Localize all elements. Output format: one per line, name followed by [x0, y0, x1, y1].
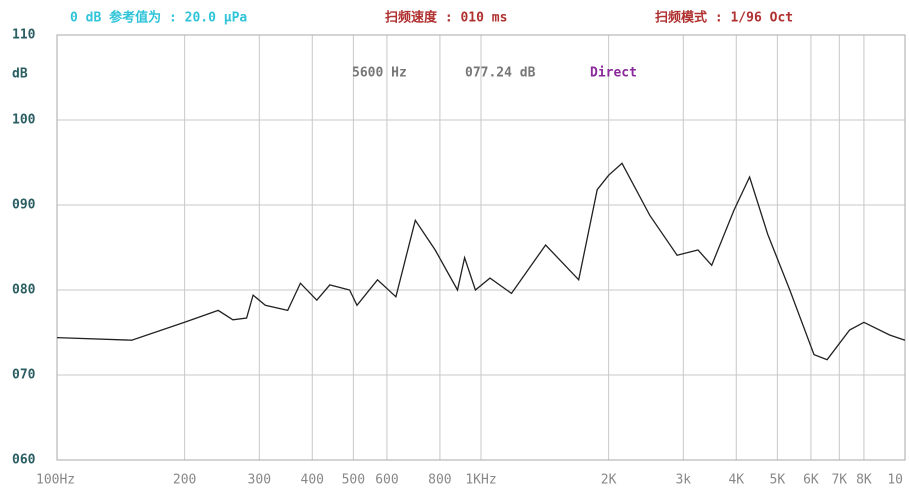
x-tick-label: 3k [675, 473, 691, 488]
readout-text: 077.24 dB [465, 66, 536, 81]
header-text: 扫频速度 : 010 ms [385, 10, 507, 26]
plot-border [56, 34, 906, 461]
x-tick-label: 10 [887, 473, 903, 488]
y-tick-label: 090 [12, 198, 36, 213]
x-tick-label: 8K [856, 473, 872, 488]
y-tick-label: 070 [12, 368, 36, 383]
header-text: 扫频模式 : 1/96 Oct [655, 10, 793, 26]
y-unit: dB [12, 67, 28, 82]
x-tick-label: 300 [248, 473, 271, 488]
y-tick-label: 060 [12, 453, 36, 468]
x-tick-label: 4K [728, 473, 744, 488]
x-tick-label: 600 [375, 473, 398, 488]
x-tick-label: 6K [803, 473, 819, 488]
x-tick-label: 5K [770, 473, 786, 488]
x-tick-label: 800 [428, 473, 451, 488]
header-text: 0 dB 参考值为 : 20.0 μPa [70, 10, 247, 26]
x-tick-label: 100Hz [36, 473, 75, 488]
x-tick-label: 400 [301, 473, 324, 488]
y-tick-label: 100 [12, 113, 36, 128]
readout-text: Direct [590, 66, 637, 81]
x-tick-label: 1KHz [465, 473, 496, 488]
line-series [56, 162, 906, 361]
x-tick-label: 2K [601, 473, 617, 488]
x-tick-label: 200 [173, 473, 196, 488]
y-tick-label: 110 [12, 28, 36, 43]
y-tick-label: 080 [12, 283, 36, 298]
readout-text: 5600 Hz [352, 66, 407, 81]
x-tick-label: 500 [342, 473, 365, 488]
x-tick-label: 7K [831, 473, 847, 488]
